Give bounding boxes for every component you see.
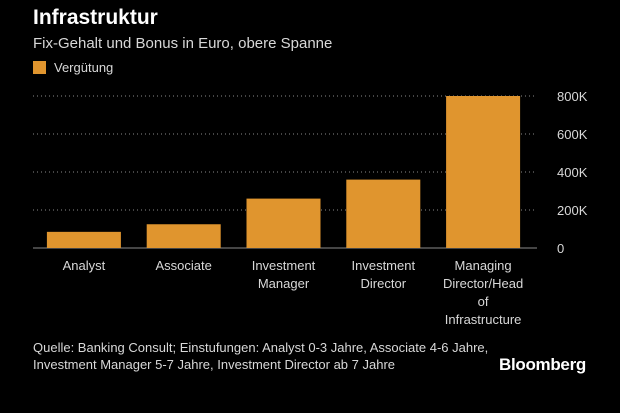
legend-label: Vergütung (54, 60, 114, 75)
x-tick-label: Associate (156, 258, 212, 273)
chart-subtitle: Fix-Gehalt und Bonus in Euro, obere Span… (33, 35, 333, 52)
y-tick-label: 200K (557, 203, 588, 218)
x-tick-label: Investment Director (352, 258, 416, 291)
legend: Vergütung (33, 60, 113, 75)
bloomberg-logo: Bloomberg (498, 355, 586, 374)
chart-title: Infrastruktur (33, 6, 158, 29)
y-axis-ticks: 0 200K 400K 600K 800K (557, 89, 588, 256)
legend-swatch (33, 61, 46, 74)
bars (46, 96, 521, 248)
bar (346, 179, 421, 248)
y-tick-label: 0 (557, 241, 564, 256)
bar (246, 198, 321, 248)
source-footnote: Quelle: Banking Consult; Einstufungen: A… (33, 340, 489, 372)
y-tick-label: 800K (557, 89, 588, 104)
bar (446, 96, 521, 248)
x-axis-labels: Analyst Associate Investment Manager Investm… (63, 258, 524, 327)
x-tick-label: Managing Director/Head of Infrastructure (443, 258, 523, 327)
bar (46, 231, 121, 248)
x-tick-label: Investment Manager (252, 258, 316, 291)
x-tick-label: Analyst (63, 258, 106, 273)
bar (146, 224, 221, 248)
y-tick-label: 600K (557, 127, 588, 142)
y-tick-label: 400K (557, 165, 588, 180)
